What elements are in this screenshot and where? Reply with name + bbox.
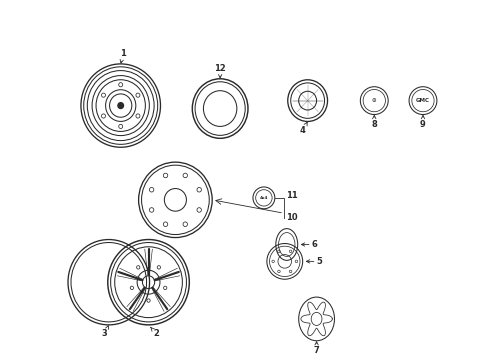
- Text: 12: 12: [214, 64, 226, 78]
- Text: 5: 5: [306, 257, 322, 266]
- Text: 11: 11: [286, 192, 298, 201]
- Text: 10: 10: [286, 213, 298, 222]
- Text: GMC: GMC: [416, 98, 430, 103]
- Text: 4x4: 4x4: [260, 196, 268, 200]
- Text: 3: 3: [102, 326, 109, 338]
- Text: 7: 7: [314, 342, 319, 355]
- Text: 9: 9: [420, 116, 426, 129]
- Text: 6: 6: [301, 240, 318, 249]
- Text: 8: 8: [371, 116, 377, 129]
- Ellipse shape: [118, 103, 123, 108]
- Text: 2: 2: [151, 327, 159, 338]
- Text: 1: 1: [120, 49, 126, 63]
- Text: 4: 4: [300, 122, 307, 135]
- Text: ⊙: ⊙: [372, 98, 377, 103]
